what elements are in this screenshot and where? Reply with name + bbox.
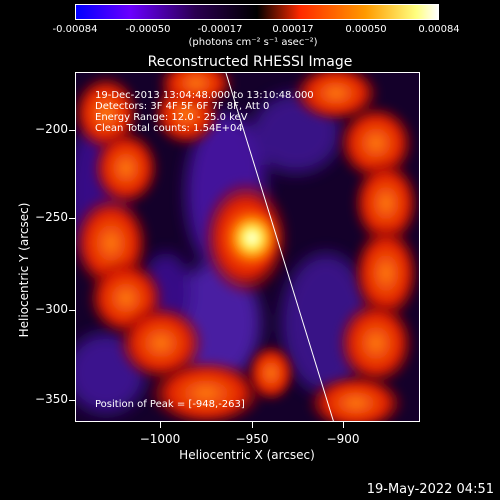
y-tick-label: −300	[35, 302, 68, 316]
rhessi-image: 19-Dec-2013 13:04:48.000 to 13:10:48.000…	[75, 72, 420, 422]
y-tick-mark	[69, 310, 75, 311]
x-tick-label: −1000	[139, 432, 181, 446]
peak-position: Position of Peak = [-948,-263]	[95, 399, 245, 410]
x-tick-mark	[252, 422, 253, 428]
x-tick-mark	[343, 422, 344, 428]
info-energy-range: Energy Range: 12.0 - 25.0 keV	[95, 112, 248, 123]
y-tick-label: −200	[35, 122, 68, 136]
y-axis-label: Heliocentric Y (arcsec)	[17, 202, 31, 338]
y-tick-mark	[69, 400, 75, 401]
colorbar-units: (photons cm⁻² s⁻¹ asec⁻²)	[188, 37, 318, 48]
y-tick-label: −350	[35, 392, 68, 406]
y-tick-label: −250	[35, 210, 68, 224]
colorbar	[75, 4, 439, 20]
info-counts: Clean Total counts: 1.54E+04	[95, 123, 243, 134]
colorbar-tick: -0.00084	[52, 24, 98, 35]
colorbar-tick: -0.00017	[197, 24, 243, 35]
colorbar-tick: 0.00017	[272, 24, 314, 35]
info-time-range: 19-Dec-2013 13:04:48.000 to 13:10:48.000	[95, 90, 314, 101]
x-tick-mark	[160, 422, 161, 428]
timestamp: 19-May-2022 04:51	[366, 482, 494, 497]
y-tick-mark	[69, 130, 75, 131]
rhessi-map	[76, 73, 419, 421]
image-title: Reconstructed RHESSI Image	[147, 54, 353, 70]
y-tick-mark	[69, 218, 75, 219]
x-tick-label: −950	[235, 432, 269, 446]
info-detectors: Detectors: 3F 4F 5F 6F 7F 8F, Att 0	[95, 101, 270, 112]
x-axis-label: Heliocentric X (arcsec)	[179, 448, 315, 462]
colorbar-tick: -0.00050	[125, 24, 171, 35]
limb-line	[225, 73, 334, 421]
colorbar-tick: 0.00050	[345, 24, 387, 35]
x-tick-label: −900	[326, 432, 360, 446]
colorbar-tick: 0.00084	[418, 24, 460, 35]
